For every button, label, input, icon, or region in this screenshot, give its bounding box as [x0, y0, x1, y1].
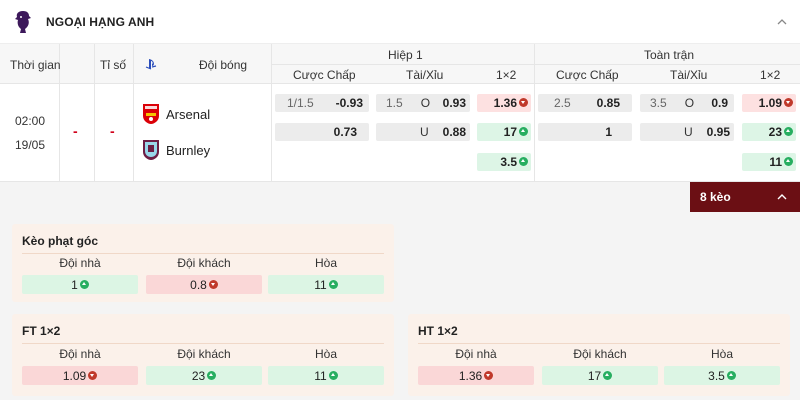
half1-handicap-away[interactable]: 0.73 [275, 123, 369, 141]
full-handicap-home[interactable]: 2.5 0.85 [538, 94, 632, 112]
arrow-up-icon [328, 371, 338, 380]
league-title: NGOẠI HẠNG ANH [46, 15, 155, 29]
ht-home-odds[interactable]: 1.36 [418, 366, 534, 385]
divider [22, 253, 384, 254]
header-full-handicap: Cược Chấp [556, 68, 619, 82]
full-x12-draw[interactable]: 11 [742, 153, 796, 171]
half1-handicap-home[interactable]: 1/1.5 -0.93 [275, 94, 369, 112]
premier-league-logo [15, 11, 31, 33]
match-time: 02:00 [14, 114, 46, 128]
header-full: Toàn trận [644, 48, 695, 62]
col-away: Đội khách [177, 256, 231, 270]
arrow-up-icon [784, 127, 793, 136]
half1-over[interactable]: 1.5 O 0.93 [376, 94, 470, 112]
full-under[interactable]: U 0.95 [640, 123, 734, 141]
header-full-overunder: Tài/Xỉu [670, 68, 708, 82]
team-home[interactable]: Arsenal [142, 103, 210, 125]
col-away: Đội khách [177, 347, 231, 361]
half1-x12-away[interactable]: 17 [477, 123, 531, 141]
chevron-up-icon[interactable] [774, 14, 790, 30]
ht-draw-odds[interactable]: 3.5 [664, 366, 780, 385]
half1-under[interactable]: U 0.88 [376, 123, 470, 141]
divider [418, 343, 780, 344]
full-x12-home[interactable]: 1.09 [742, 94, 796, 112]
col-draw: Hòa [314, 347, 337, 361]
playstation-icon [145, 59, 157, 70]
corner-draw-odds[interactable]: 11 [268, 275, 384, 294]
ft-away-odds[interactable]: 23 [146, 366, 262, 385]
col-sep [94, 44, 95, 182]
card-title: HT 1×2 [418, 324, 458, 338]
card-title: FT 1×2 [22, 324, 61, 338]
ht-odds-card: HT 1×2 Đội nhà Đội khách Hòa 1.36 17 3.5 [408, 314, 790, 396]
col-sep [59, 44, 60, 182]
team-away-name: Burnley [166, 142, 211, 158]
arsenal-crest-icon [143, 104, 159, 124]
col-home: Đội nhà [59, 347, 101, 361]
arrow-down-icon [519, 98, 528, 107]
chevron-up-icon [777, 194, 787, 200]
score-home: - [73, 123, 78, 139]
half1-x12-home[interactable]: 1.36 [477, 94, 531, 112]
col-draw: Hòa [710, 347, 733, 361]
header-half1-handicap: Cược Chấp [293, 68, 356, 82]
header-time: Thời gian [10, 58, 61, 72]
arrow-down-icon [784, 98, 793, 107]
row-sep [0, 181, 800, 182]
col-home: Đội nhà [455, 347, 497, 361]
team-away[interactable]: Burnley [142, 139, 210, 161]
half1-x12-draw[interactable]: 3.5 [477, 153, 531, 171]
header-score: Tỉ số [100, 58, 127, 72]
corner-odds-card: Kèo phạt góc Đội nhà Đội khách Hòa 1 0.8… [12, 224, 394, 302]
arrow-up-icon [603, 371, 613, 380]
arrow-down-icon [484, 371, 494, 380]
col-home: Đội nhà [59, 256, 101, 270]
corner-home-odds[interactable]: 1 [22, 275, 138, 294]
arrow-up-icon [328, 280, 338, 289]
full-handicap-away[interactable]: 1 [538, 123, 632, 141]
score-away: - [110, 123, 115, 139]
more-odds-label: 8 kèo [700, 190, 731, 204]
row-sep [271, 64, 800, 65]
burnley-crest-icon [143, 140, 159, 160]
more-odds-button[interactable]: 8 kèo [690, 182, 800, 212]
header-half1: Hiệp 1 [388, 48, 423, 62]
arrow-up-icon [784, 157, 793, 166]
col-draw: Hòa [314, 256, 337, 270]
header-team: Đội bóng [199, 58, 248, 72]
ft-draw-odds[interactable]: 11 [268, 366, 384, 385]
ft-odds-card: FT 1×2 Đội nhà Đội khách Hòa 1.09 23 11 [12, 314, 394, 396]
ht-away-odds[interactable]: 17 [542, 366, 658, 385]
team-home-name: Arsenal [166, 106, 211, 122]
arrow-up-icon [79, 280, 89, 289]
col-away: Đội khách [573, 347, 627, 361]
divider [22, 343, 384, 344]
odds-table: Thời gian Tỉ số Đội bóng Hiệp 1 Toàn trậ… [0, 44, 800, 182]
card-title: Kèo phạt góc [22, 234, 99, 248]
col-sep [534, 44, 535, 182]
arrow-down-icon [88, 371, 98, 380]
arrow-up-icon [519, 157, 528, 166]
full-over[interactable]: 3.5 O 0.9 [640, 94, 734, 112]
arrow-up-icon [726, 371, 736, 380]
full-x12-away[interactable]: 23 [742, 123, 796, 141]
col-sep [271, 44, 272, 182]
header-half1-x12: 1×2 [496, 68, 517, 82]
match-date: 19/05 [14, 138, 46, 152]
league-header[interactable]: NGOẠI HẠNG ANH [0, 0, 800, 44]
row-sep [0, 83, 800, 84]
header-full-x12: 1×2 [760, 68, 781, 82]
header-half1-overunder: Tài/Xỉu [406, 68, 444, 82]
arrow-down-icon [208, 280, 218, 289]
col-sep [133, 44, 134, 182]
arrow-up-icon [519, 127, 528, 136]
ft-home-odds[interactable]: 1.09 [22, 366, 138, 385]
corner-away-odds[interactable]: 0.8 [146, 275, 262, 294]
arrow-up-icon [207, 371, 217, 380]
